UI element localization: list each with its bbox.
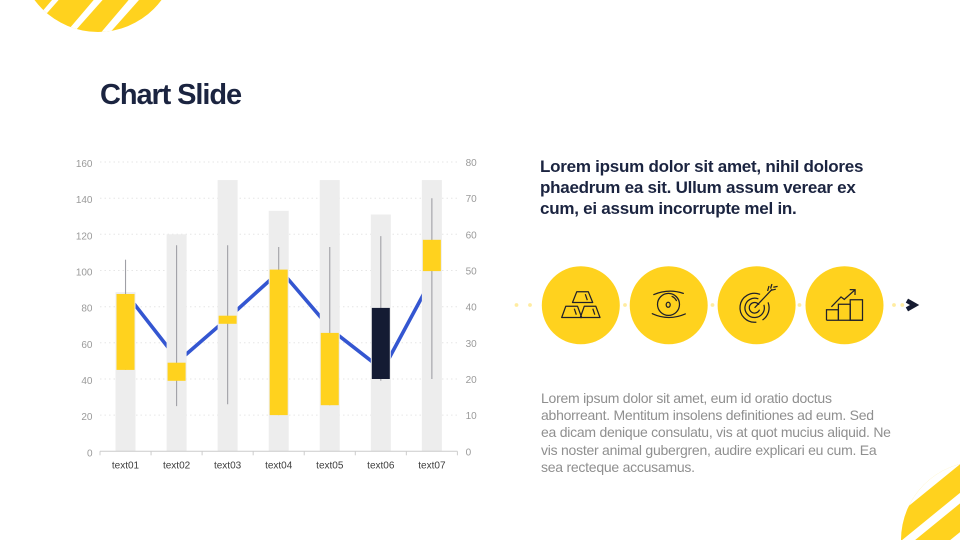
svg-text:text07: text07 (418, 461, 446, 472)
svg-text:140: 140 (76, 195, 93, 206)
svg-text:text06: text06 (367, 461, 395, 472)
svg-text:0: 0 (87, 448, 93, 459)
svg-text:160: 160 (76, 159, 93, 170)
svg-text:20: 20 (81, 412, 93, 423)
svg-text:text02: text02 (163, 461, 191, 472)
svg-text:60: 60 (81, 340, 93, 351)
svg-text:80: 80 (466, 158, 478, 169)
svg-text:80: 80 (81, 304, 93, 315)
svg-text:40: 40 (466, 303, 478, 314)
svg-text:0: 0 (466, 447, 472, 458)
svg-text:70: 70 (466, 194, 478, 205)
svg-text:text04: text04 (265, 461, 293, 472)
svg-text:50: 50 (466, 267, 478, 278)
svg-text:30: 30 (466, 339, 478, 350)
svg-text:60: 60 (466, 230, 478, 241)
svg-text:text03: text03 (214, 461, 242, 472)
svg-text:120: 120 (76, 231, 93, 242)
svg-text:10: 10 (466, 411, 478, 422)
svg-text:text01: text01 (112, 461, 140, 472)
svg-text:40: 40 (81, 376, 93, 387)
svg-text:20: 20 (466, 375, 478, 386)
svg-text:100: 100 (76, 268, 93, 279)
svg-text:text05: text05 (316, 461, 344, 472)
